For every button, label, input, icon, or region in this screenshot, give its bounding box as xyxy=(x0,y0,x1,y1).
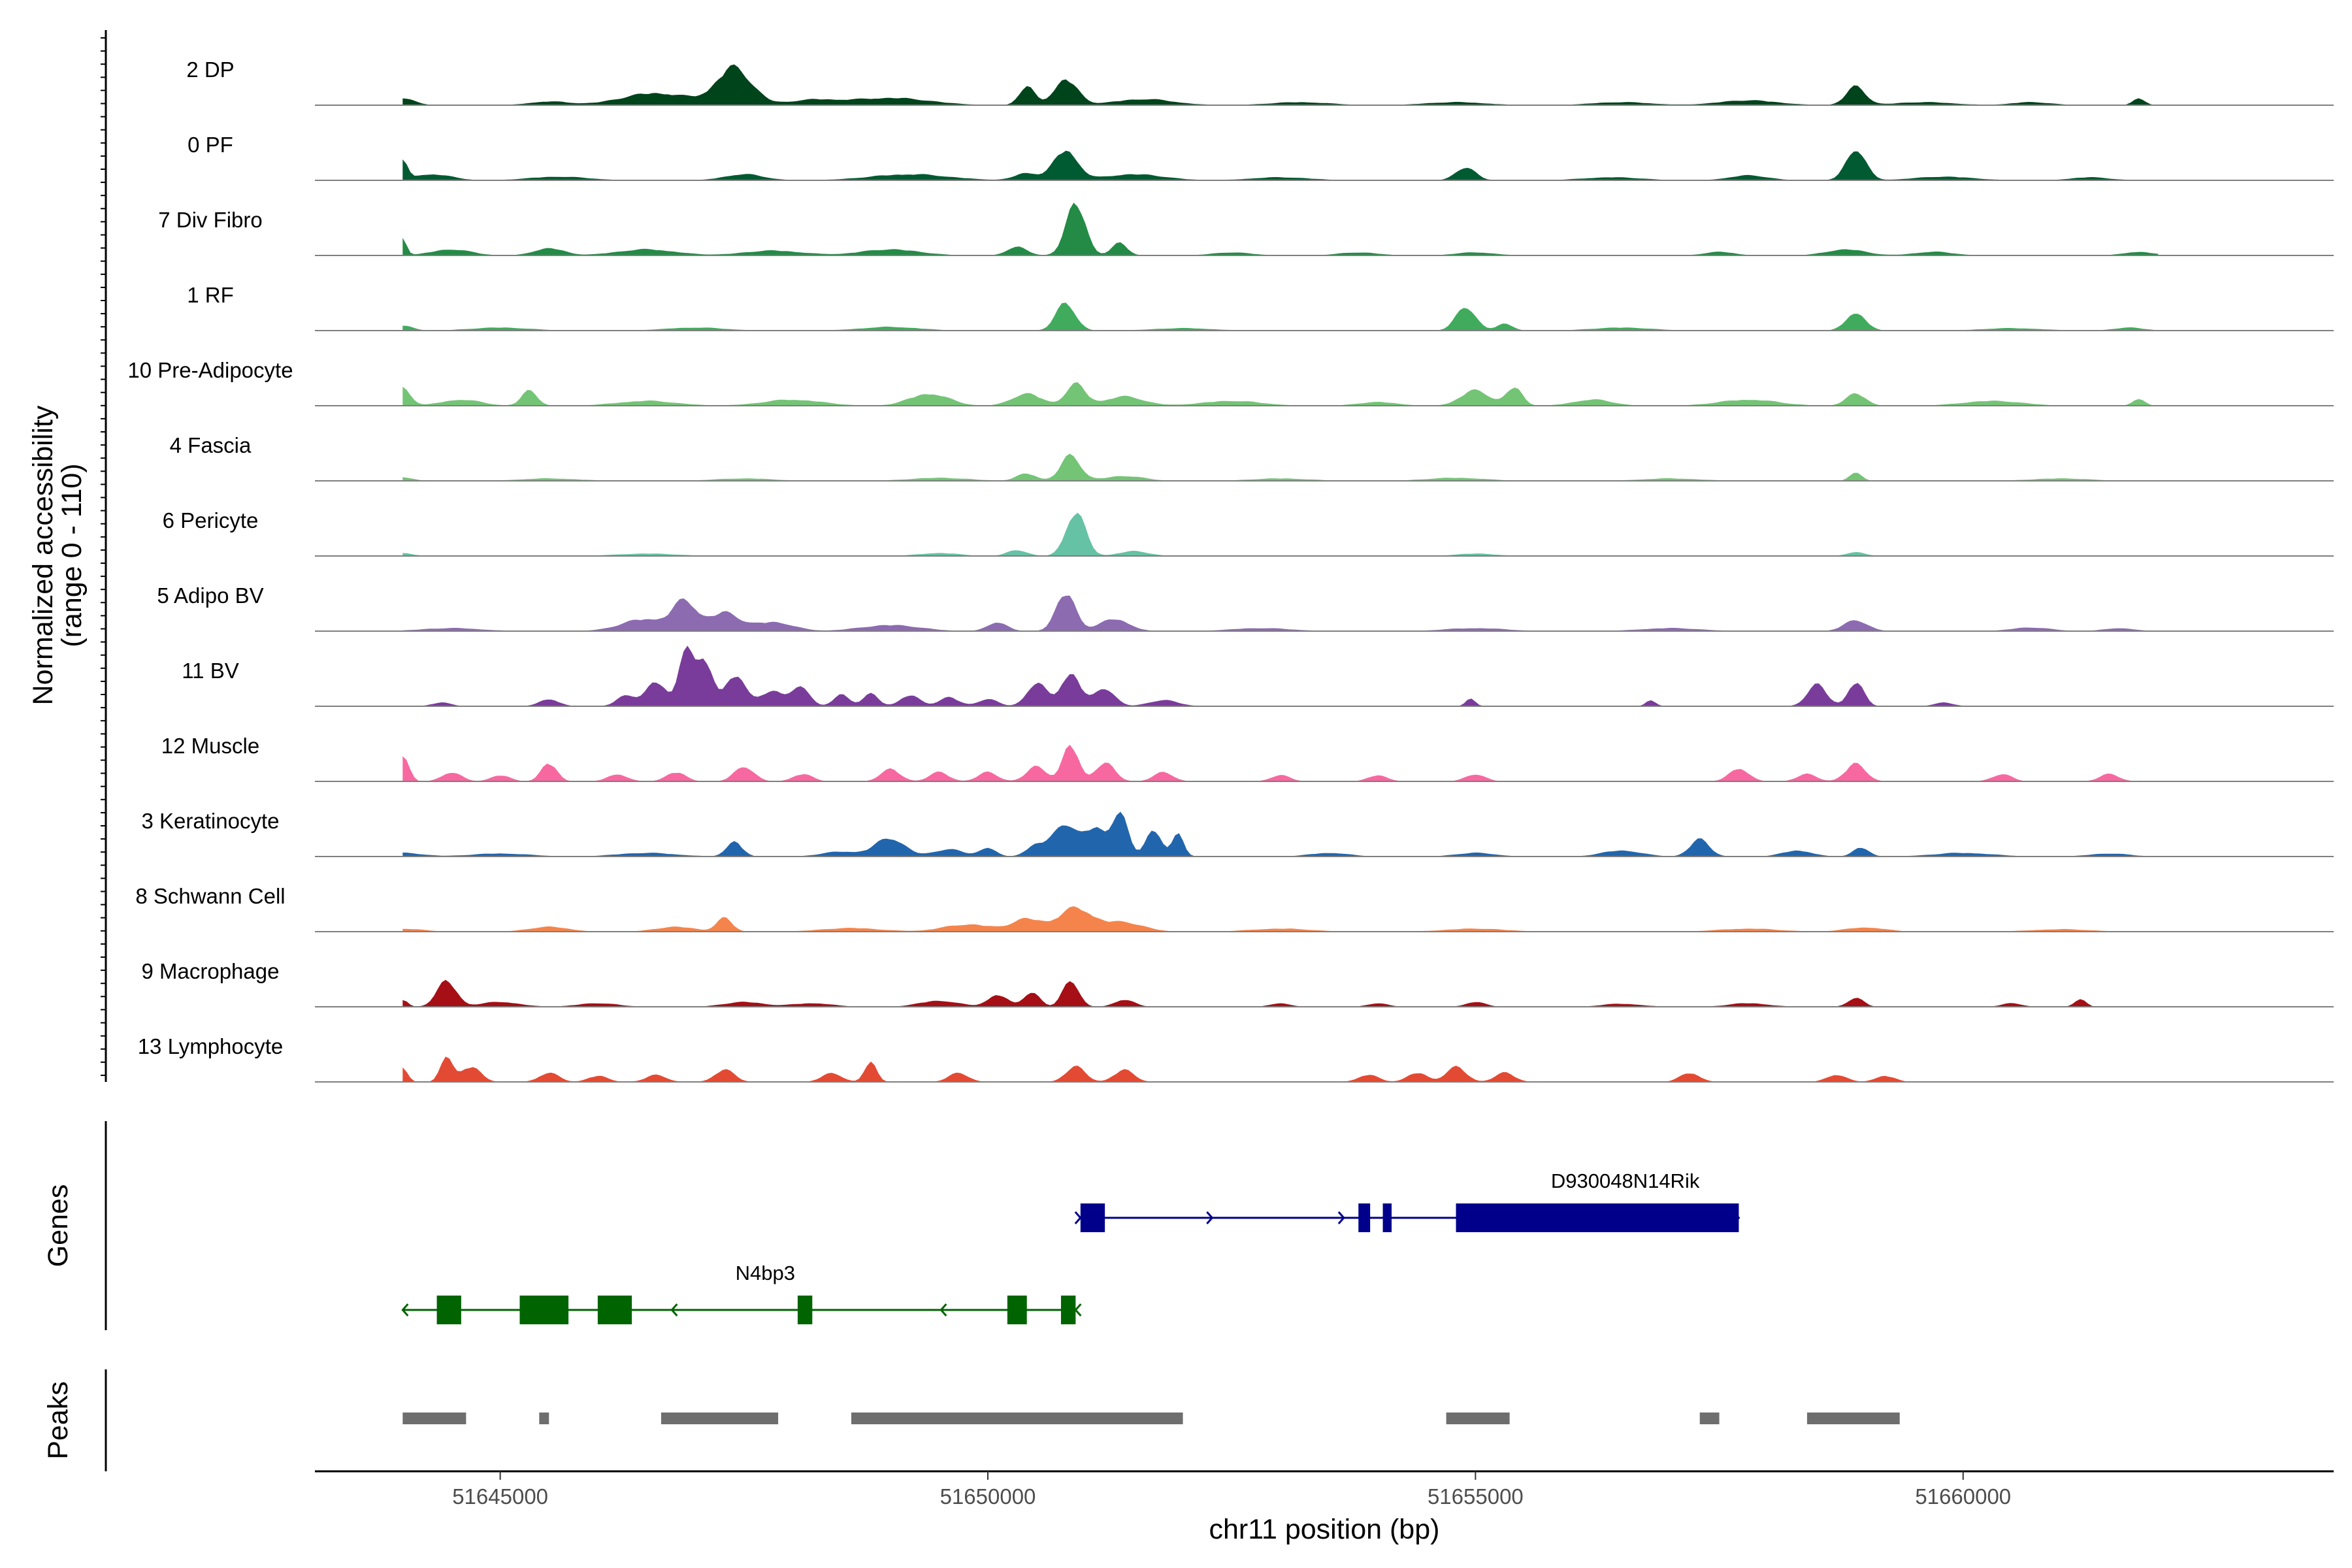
track-11-bv: 11 BV xyxy=(182,645,2334,707)
genes-panel-label: Genes xyxy=(42,1184,74,1267)
track-label-4-fascia: 4 Fascia xyxy=(170,433,252,457)
x-axis-ticks: 51645000 51650000 51655000 51660000 xyxy=(452,1471,2011,1509)
coverage-area-4-fascia xyxy=(402,453,2159,481)
peak-region xyxy=(851,1413,1183,1424)
track-label-2-dp: 2 DP xyxy=(186,57,234,82)
track-label-8-schwann-cell: 8 Schwann Cell xyxy=(135,884,285,908)
track-10-pre-adipocyte: 10 Pre-Adipocyte xyxy=(127,358,2334,406)
strand-arrow xyxy=(1206,1211,1214,1224)
strand-arrow xyxy=(939,1303,947,1316)
peak-region xyxy=(539,1413,549,1424)
track-8-schwann-cell: 8 Schwann Cell xyxy=(135,884,2334,932)
y-axis-label: Normalized accessibility xyxy=(27,405,59,705)
peak-region xyxy=(1806,1413,1900,1424)
coverage-area-13-lymphocyte xyxy=(402,1056,2159,1082)
track-0-pf: 0 PF xyxy=(188,133,2334,181)
track-5-adipo-bv: 5 Adipo BV xyxy=(157,583,2334,632)
y-axis-ticks xyxy=(101,37,106,1076)
y-axis-range-label: (range 0 - 110) xyxy=(56,463,88,647)
track-2-dp: 2 DP xyxy=(186,57,2334,106)
track-label-3-keratinocyte: 3 Keratinocyte xyxy=(142,809,280,833)
peak-region xyxy=(661,1413,779,1424)
coverage-area-0-pf xyxy=(402,150,2159,180)
gene-exon xyxy=(1382,1203,1392,1232)
gene-exon xyxy=(1080,1203,1105,1232)
x-tick-label: 51655000 xyxy=(1428,1484,1524,1509)
coverage-area-8-schwann-cell xyxy=(402,906,2159,932)
track-label-10-pre-adipocyte: 10 Pre-Adipocyte xyxy=(127,358,293,382)
coverage-area-6-pericyte xyxy=(402,512,2159,556)
gene-exon xyxy=(797,1296,813,1324)
track-3-keratinocyte: 3 Keratinocyte xyxy=(142,809,2334,857)
coverage-area-3-keratinocyte xyxy=(402,811,2159,857)
coverage-area-5-adipo-bv xyxy=(402,595,2159,631)
gene-n4bp3: N4bp3 xyxy=(401,1262,1082,1324)
x-tick-label: 51660000 xyxy=(1915,1484,2011,1509)
strand-arrow xyxy=(670,1303,678,1316)
gene-exon xyxy=(597,1296,632,1324)
gene-exon xyxy=(1060,1296,1076,1324)
strand-arrow xyxy=(1074,1303,1082,1316)
peaks-panel-label: Peaks xyxy=(42,1381,74,1460)
track-7-div-fibro: 7 Div Fibro xyxy=(158,203,2334,256)
strand-arrow xyxy=(1074,1211,1082,1224)
coverage-area-12-muscle xyxy=(402,744,2159,781)
track-12-muscle: 12 Muscle xyxy=(161,734,2334,782)
track-label-11-bv: 11 BV xyxy=(182,659,238,683)
x-tick-label: 51645000 xyxy=(452,1484,548,1509)
coverage-area-10-pre-adipocyte xyxy=(402,382,2159,406)
track-1-rf: 1 RF xyxy=(187,283,2334,331)
track-label-12-muscle: 12 Muscle xyxy=(161,734,259,758)
coverage-area-7-div-fibro xyxy=(402,203,2159,255)
track-label-13-lymphocyte: 13 Lymphocyte xyxy=(138,1034,284,1058)
gene-exon xyxy=(1358,1203,1371,1232)
gene-label-n4bp3: N4bp3 xyxy=(736,1262,795,1284)
gene-annotations: D930048N14Rik N4bp3 xyxy=(401,1169,1740,1324)
track-label-0-pf: 0 PF xyxy=(188,133,233,157)
coverage-area-9-macrophage xyxy=(402,979,2159,1007)
track-6-pericyte: 6 Pericyte xyxy=(163,508,2334,557)
peak-regions xyxy=(402,1413,1900,1424)
track-label-9-macrophage: 9 Macrophage xyxy=(142,959,280,983)
gene-exon xyxy=(519,1296,569,1324)
track-4-fascia: 4 Fascia xyxy=(170,433,2334,482)
x-axis-label: chr11 position (bp) xyxy=(1209,1514,1440,1545)
peak-region xyxy=(1699,1413,1720,1424)
gene-d930048n14rik: D930048N14Rik xyxy=(1074,1169,1740,1232)
coverage-area-1-rf xyxy=(402,302,2159,331)
track-label-5-adipo-bv: 5 Adipo BV xyxy=(157,583,263,608)
coverage-area-2-dp xyxy=(402,64,2159,105)
gene-exon xyxy=(1456,1203,1739,1232)
peak-region xyxy=(1446,1413,1510,1424)
gene-label-d930048n14rik: D930048N14Rik xyxy=(1551,1169,1700,1192)
strand-arrow xyxy=(1337,1211,1345,1224)
gene-exon xyxy=(1007,1296,1027,1324)
gene-exon xyxy=(436,1296,461,1324)
track-label-6-pericyte: 6 Pericyte xyxy=(163,508,259,532)
track-9-macrophage: 9 Macrophage xyxy=(142,959,2334,1007)
track-label-1-rf: 1 RF xyxy=(187,283,234,307)
track-13-lymphocyte: 13 Lymphocyte xyxy=(138,1034,2334,1083)
track-label-7-div-fibro: 7 Div Fibro xyxy=(158,208,263,232)
peak-region xyxy=(402,1413,466,1424)
strand-arrow xyxy=(401,1303,409,1316)
x-tick-label: 51650000 xyxy=(940,1484,1036,1509)
coverage-tracks: 2 DP 0 PF 7 Div Fibro 1 RF 10 Pre-Adipocyte 4… xyxy=(127,57,2334,1083)
coverage-area-11-bv xyxy=(402,645,2159,706)
